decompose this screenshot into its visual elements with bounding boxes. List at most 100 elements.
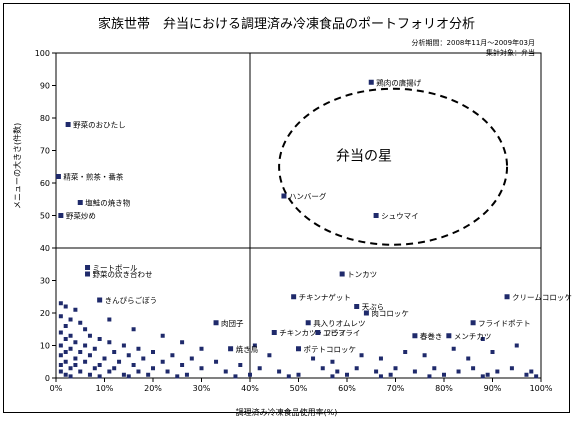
data-point (277, 369, 282, 374)
highlight-label: 弁当の星 (336, 148, 392, 164)
y-tick-label: 40 (40, 244, 50, 253)
x-tick-label: 60% (338, 384, 356, 393)
data-point (63, 359, 68, 364)
data-point (58, 213, 64, 218)
data-point (73, 340, 78, 345)
data-point-label: 野菜の炊き合わせ (93, 269, 153, 279)
data-point (58, 314, 63, 319)
data-point (214, 359, 219, 364)
data-point (485, 372, 490, 377)
data-point (257, 366, 262, 371)
x-tick-label: 80% (435, 384, 453, 393)
data-point-label: 春巻き (420, 331, 443, 341)
data-point (63, 337, 68, 341)
data-point (58, 369, 63, 374)
data-point (378, 374, 383, 379)
data-point (471, 366, 476, 371)
data-point (136, 346, 141, 351)
data-point (184, 372, 189, 377)
data-point-label: ポテトコロッケ (304, 345, 357, 354)
data-point (126, 353, 131, 358)
data-point (165, 369, 170, 374)
data-point-label: 塩鮭の焼き物 (85, 198, 130, 208)
data-point (146, 372, 151, 377)
data-point (354, 304, 360, 309)
data-point (359, 353, 364, 358)
data-point (427, 374, 432, 379)
data-point (58, 330, 63, 335)
data-point-label: 焼き鳥 (236, 344, 259, 354)
data-point (73, 307, 78, 312)
y-tick-label: 100 (35, 49, 50, 58)
data-point (480, 337, 485, 341)
data-point (432, 366, 437, 371)
data-point (330, 359, 335, 364)
data-point (92, 346, 97, 351)
data-point (368, 79, 374, 85)
data-point (470, 320, 476, 326)
y-tick-label: 60 (40, 179, 50, 188)
data-point (78, 369, 83, 374)
data-point (180, 363, 185, 367)
x-axis-label: 調理済み冷凍食品使用率(%) (235, 408, 338, 417)
data-point (534, 374, 539, 379)
data-point (330, 374, 335, 379)
y-tick-label: 50 (40, 212, 50, 221)
data-point (78, 320, 83, 325)
data-point (87, 353, 92, 358)
data-point (97, 337, 102, 341)
x-tick-label: 20% (144, 384, 162, 393)
data-point-label: クリームコロッケ (512, 293, 572, 302)
data-point (126, 374, 131, 379)
data-point (85, 265, 91, 270)
highlight-ellipse (278, 87, 509, 246)
data-point (373, 213, 379, 218)
data-point (63, 324, 68, 328)
data-point (102, 356, 107, 361)
data-point (63, 372, 68, 377)
data-point (73, 363, 78, 367)
data-point (112, 366, 117, 371)
data-point (296, 372, 301, 377)
data-point (466, 356, 471, 361)
data-point (131, 363, 136, 367)
data-point (68, 346, 73, 351)
data-point (442, 372, 446, 377)
data-point (117, 359, 122, 364)
data-point-label: ミートボール (93, 264, 138, 273)
data-point-label: 具入りオムレツ (313, 319, 365, 328)
data-point-label: シュウマイ (381, 212, 419, 221)
data-point (378, 356, 383, 361)
data-point (92, 366, 97, 371)
data-point (68, 374, 73, 379)
data-point (233, 374, 238, 379)
data-point (83, 343, 88, 348)
x-tick-label: 90% (484, 384, 502, 393)
x-tick-label: 70% (387, 384, 405, 393)
data-point (97, 374, 102, 379)
data-point (514, 343, 519, 348)
data-point (170, 353, 175, 358)
data-point-label: トンカツ (347, 270, 377, 279)
data-point (87, 372, 92, 377)
data-point (504, 294, 510, 300)
data-point (456, 369, 461, 374)
data-point (121, 372, 126, 377)
analysis-period: 分析期間：2008年11月～2009年03月 (411, 39, 535, 47)
data-point (252, 343, 257, 348)
data-point (63, 304, 68, 309)
data-point (248, 372, 252, 377)
data-point (58, 343, 63, 348)
data-point (412, 333, 418, 339)
data-point (271, 330, 277, 335)
data-point (305, 320, 311, 326)
data-point (175, 374, 180, 379)
x-tick-label: 30% (193, 384, 211, 393)
data-point (189, 356, 194, 361)
data-point (223, 369, 228, 374)
y-tick-label: 30 (40, 277, 50, 286)
data-point-label: フライドポテト (478, 319, 530, 328)
data-point (495, 369, 500, 374)
x-tick-label: 10% (96, 384, 114, 393)
